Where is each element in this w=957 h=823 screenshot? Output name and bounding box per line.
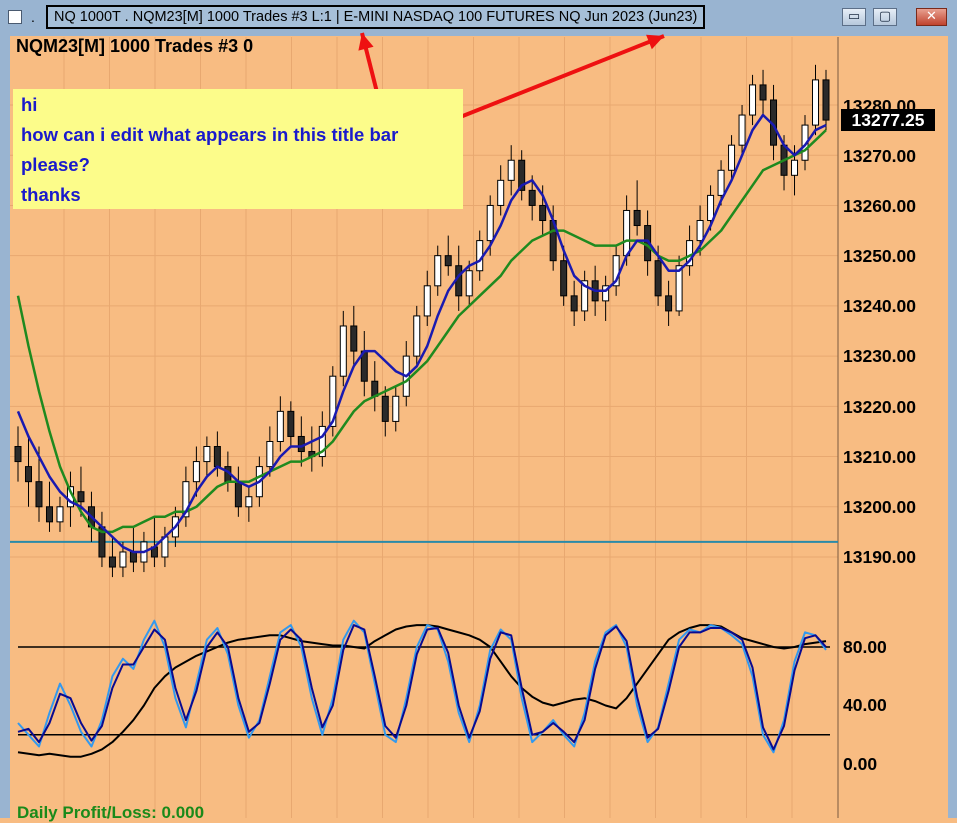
chart-header: NQM23[M] 1000 Trades #3 0 — [16, 36, 254, 56]
candle-up — [507, 159, 515, 181]
candle-up — [266, 440, 274, 468]
candle-up — [812, 79, 820, 126]
oscillator-line-fast — [17, 619, 827, 754]
annotation-arrow — [429, 34, 665, 131]
candle-down — [444, 255, 452, 267]
candle-up — [339, 325, 347, 377]
price-axis-label: 13220.00 — [843, 397, 916, 417]
annotation-arrow-head — [358, 33, 374, 51]
daily-profit-loss: Daily Profit/Loss: 0.000 — [17, 803, 205, 822]
candle-up — [465, 270, 473, 297]
candle-up — [749, 84, 757, 116]
candle-up — [675, 265, 683, 312]
candle-up — [192, 461, 200, 483]
candle-down — [213, 446, 221, 468]
candle-down — [633, 209, 641, 227]
candle-down — [822, 79, 830, 121]
candle-up — [318, 425, 326, 458]
last-price-marker: 13277.25 — [841, 109, 935, 131]
minimize-button[interactable]: ▭ — [842, 8, 866, 26]
candle-up — [203, 446, 211, 463]
candle-up — [119, 551, 127, 568]
oscillator-axis-label: 0.00 — [843, 754, 878, 774]
candle-up — [56, 506, 64, 523]
oscillator-line-black — [17, 624, 827, 758]
candle-up — [707, 194, 715, 222]
candle-down — [287, 410, 295, 437]
app-icon[interactable] — [8, 10, 22, 24]
maximize-button[interactable]: ▢ — [873, 8, 897, 26]
candle-down — [297, 435, 305, 453]
candle-up — [728, 144, 736, 171]
window-border-right — [948, 36, 957, 818]
candle-up — [497, 179, 505, 206]
candle-down — [350, 325, 358, 352]
candle-up — [738, 114, 746, 146]
window-border-left — [0, 36, 10, 818]
candle-down — [381, 395, 389, 422]
price-axis-label: 13260.00 — [843, 196, 916, 216]
oscillator-axis-label: 80.00 — [843, 637, 887, 657]
candle-down — [528, 189, 536, 206]
candle-up — [276, 410, 284, 442]
candle-down — [654, 260, 662, 297]
candle-down — [108, 556, 116, 568]
candle-down — [35, 481, 43, 508]
candle-down — [45, 506, 53, 523]
candle-up — [182, 481, 190, 518]
title-bar[interactable]: . NQ 1000T . NQM23[M] 1000 Trades #3 L:1… — [0, 0, 957, 36]
candle-up — [434, 255, 442, 287]
note-line: thanks — [21, 184, 81, 205]
candle-down — [560, 260, 568, 297]
price-axis-label: 13250.00 — [843, 246, 916, 266]
candle-up — [392, 395, 400, 422]
candle-down — [129, 551, 137, 563]
close-button[interactable]: ✕ — [916, 8, 947, 26]
price-axis-label: 13240.00 — [843, 296, 916, 316]
moving-average-slow — [16, 129, 827, 534]
title-dot: . — [31, 9, 35, 25]
candle-up — [696, 220, 704, 242]
candle-down — [570, 295, 578, 312]
candle-up — [717, 169, 725, 196]
candle-up — [602, 285, 610, 302]
price-axis-label: 13190.00 — [843, 547, 916, 567]
oscillator-line-slow — [17, 624, 827, 751]
price-axis-label: 13270.00 — [843, 146, 916, 166]
note-line: how can i edit what appears in this titl… — [21, 124, 399, 145]
candle-up — [581, 280, 589, 312]
candle-down — [539, 204, 547, 222]
candle-down — [24, 466, 32, 483]
note-line: hi — [21, 94, 38, 115]
moving-average-fast — [16, 113, 827, 554]
annotation-arrow-head — [646, 34, 664, 50]
text-note[interactable]: hi how can i edit what appears in this t… — [13, 89, 463, 209]
candle-up — [423, 285, 431, 317]
candle-down — [759, 84, 767, 101]
candle-down — [14, 446, 22, 463]
candle-down — [234, 481, 242, 508]
note-line: please? — [21, 154, 90, 175]
candle-up — [791, 159, 799, 176]
candle-down — [77, 491, 85, 503]
price-axis-label: 13200.00 — [843, 497, 916, 517]
candle-down — [518, 159, 526, 191]
candle-down — [665, 295, 673, 312]
price-axis-label: 13210.00 — [843, 447, 916, 467]
candle-up — [623, 209, 631, 257]
price-axis-label: 13230.00 — [843, 346, 916, 366]
oscillator-axis-label: 40.00 — [843, 695, 887, 715]
candle-up — [413, 315, 421, 357]
candle-up — [245, 496, 253, 508]
candle-up — [329, 375, 337, 427]
candle-up — [486, 204, 494, 242]
window-title: NQ 1000T . NQM23[M] 1000 Trades #3 L:1 |… — [46, 5, 706, 29]
